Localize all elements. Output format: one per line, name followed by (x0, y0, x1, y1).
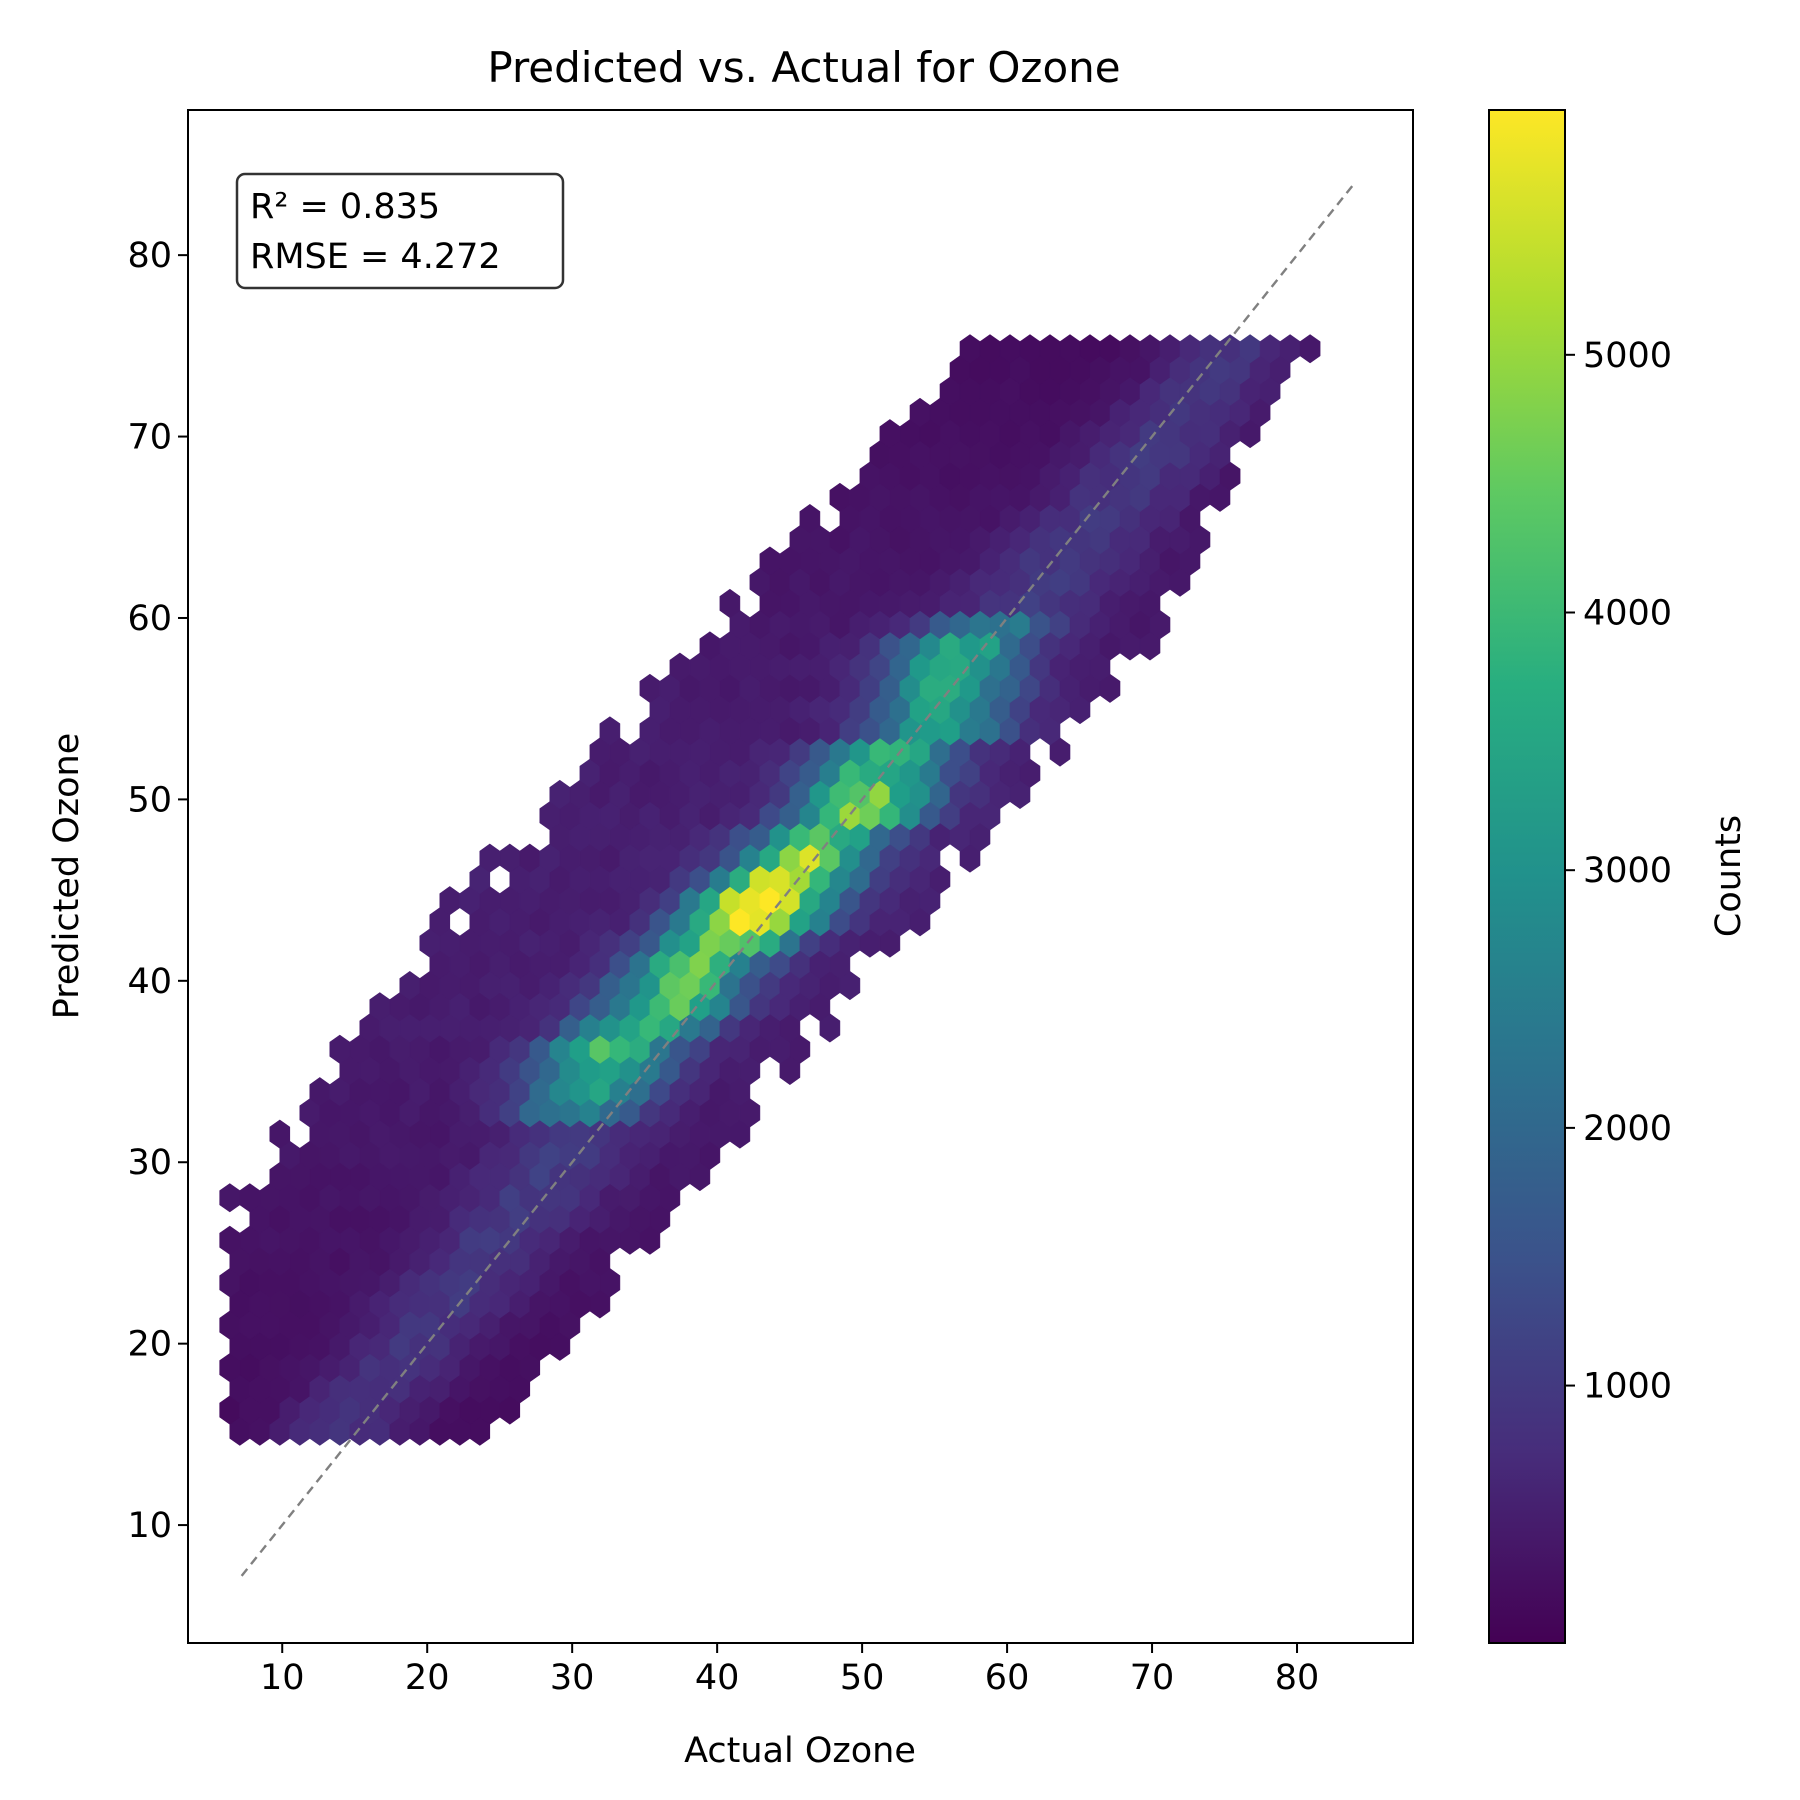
stats-box-frame (235, 172, 565, 290)
chart-title: Predicted vs. Actual for Ozone (487, 43, 1120, 92)
hexbin-cell (1299, 334, 1321, 364)
x-tick-label: 50 (840, 1658, 885, 1698)
y-tick-label: 70 (127, 418, 172, 458)
x-axis-label: Actual Ozone (684, 1731, 916, 1771)
colorbar-axis: 1000 2000 3000 4000 5000 (1565, 336, 1672, 1407)
y-tick-label: 50 (127, 780, 172, 820)
colorbar (1488, 109, 1566, 1644)
r2-text: R² = 0.835 (250, 187, 440, 227)
y-tick-label: 60 (127, 599, 172, 639)
colorbar-tick-label: 5000 (1583, 336, 1672, 376)
x-axis: 10 20 30 40 50 60 70 80 (260, 1643, 1319, 1698)
colorbar-tick-label: 3000 (1583, 851, 1672, 891)
x-tick-label: 30 (550, 1658, 595, 1698)
hexbin-cell (799, 504, 821, 534)
x-tick-label: 40 (695, 1658, 740, 1698)
plot-frame (187, 109, 1414, 1644)
y-tick-label: 80 (127, 236, 172, 276)
x-tick-label: 20 (405, 1658, 450, 1698)
stats-box: R² = 0.835 RMSE = 4.272 (235, 172, 565, 290)
colorbar-tick-label: 4000 (1583, 593, 1672, 633)
x-tick-label: 70 (1130, 1658, 1175, 1698)
colorbar-tick-label: 1000 (1583, 1367, 1672, 1407)
hexbin-cells (219, 334, 1321, 1446)
colorbar-tick-label: 2000 (1583, 1109, 1672, 1149)
x-tick-label: 80 (1275, 1658, 1320, 1698)
y-axis-label: Predicted Ozone (47, 733, 87, 1019)
y-tick-label: 10 (127, 1506, 172, 1546)
x-tick-label: 60 (985, 1658, 1030, 1698)
identity-reference-line (240, 181, 1356, 1577)
colorbar-label: Counts (1709, 815, 1749, 937)
hexbin-cell (599, 716, 621, 746)
rmse-text: RMSE = 4.272 (250, 237, 501, 277)
hexbin-cell (269, 1119, 291, 1149)
y-tick-label: 40 (127, 962, 172, 1002)
y-tick-label: 30 (127, 1143, 172, 1183)
y-tick-label: 20 (127, 1325, 172, 1365)
x-tick-label: 10 (260, 1658, 305, 1698)
y-axis: 10 20 30 40 50 60 70 80 (127, 236, 188, 1546)
hexbin-cell (719, 588, 741, 618)
